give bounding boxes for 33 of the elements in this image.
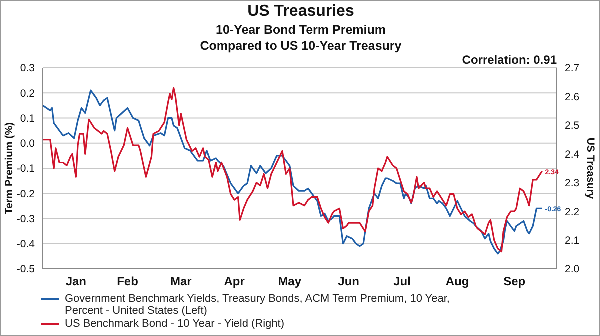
- x-tick-label: Sep: [504, 274, 526, 289]
- x-tick-label: Jan: [66, 274, 87, 289]
- y2-tick-label: 2.1: [565, 235, 580, 248]
- y-axis-title: Term Premium (%): [4, 122, 16, 214]
- x-tick-label: Aug: [446, 274, 470, 289]
- chart-title: US Treasuries: [246, 3, 356, 21]
- y-tick-label: -0.5: [16, 264, 36, 276]
- x-tick-label: Feb: [117, 274, 138, 289]
- y-tick-label: 0.2: [20, 88, 36, 100]
- x-tick-label: Jun: [338, 274, 360, 289]
- text: Correlation: 0.91: [462, 53, 557, 67]
- y2-tick-label: 2.2: [565, 206, 580, 218]
- y-tick-label: -0.1: [16, 163, 36, 176]
- x-tick-label: May: [278, 274, 302, 289]
- chart-subtitle: 10-Year Bond Term Premium Compared to US 10-Year Treasury: [199, 22, 403, 54]
- y2-tick-label: 2.7: [565, 62, 580, 75]
- x-tick-label: Mar: [170, 274, 192, 289]
- legend-label: Government Benchmark Yields, Treasury Bonds, ACM Term Premium, 10 Year, Percent - United States (Left): [65, 293, 451, 317]
- legend-label: US Benchmark Bond - 10 Year - Yield (Right): [65, 318, 285, 330]
- y2-tick-label: 2.0: [565, 264, 580, 276]
- y-tick-label: -0.2: [16, 188, 36, 200]
- y-tick-label: -0.4: [16, 238, 36, 251]
- y2-tick-label: 2.4: [565, 148, 580, 161]
- x-tick-label: Apr: [224, 274, 246, 289]
- y2-tick-label: 2.6: [565, 91, 580, 104]
- y-tick-label: 0.3: [20, 62, 36, 75]
- y2-tick-label: 2.5: [565, 120, 580, 132]
- y2-axis-title: US Treasury: [584, 138, 596, 200]
- y-tick-label: 0.1: [20, 112, 36, 125]
- y2-tick-label: 2.3: [565, 178, 580, 190]
- y-tick-label: 0.0: [20, 138, 36, 150]
- y-tick-label: -0.3: [16, 213, 36, 226]
- x-tick-label: Jul: [394, 274, 411, 289]
